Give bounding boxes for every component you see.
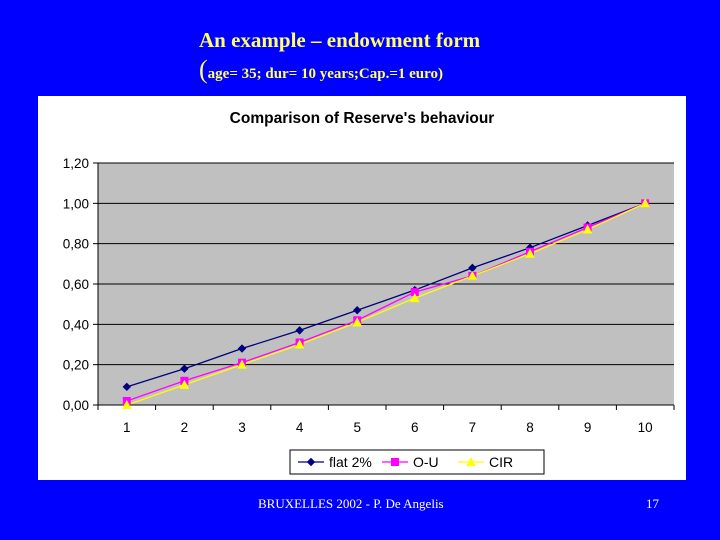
- slide-title-paren: (: [199, 55, 208, 85]
- data-point: [179, 379, 190, 389]
- x-tick-label: 8: [526, 420, 534, 435]
- x-tick-label: 1: [123, 420, 131, 435]
- y-tick-label: 1,00: [63, 196, 89, 211]
- data-point: [122, 382, 132, 392]
- y-tick-label: 0,00: [63, 398, 89, 413]
- footer-text: BRUXELLES 2002 - P. De Angelis: [258, 496, 444, 511]
- data-point: [295, 326, 304, 335]
- axes: 0,00 0,20 0,40 0,60 0,80 1,00 1,20 1 2 3 4 5 6 7 8 9 10: [63, 156, 675, 435]
- x-tick-label: 3: [238, 420, 246, 435]
- y-tick-label: 0,60: [63, 277, 89, 292]
- legend-label: CIR: [489, 454, 513, 470]
- legend-box: [289, 449, 545, 475]
- x-tick-label: 10: [638, 420, 653, 435]
- series-line: [126, 202, 646, 402]
- legend-swatch-marker: [306, 457, 316, 467]
- y-tick-label: 0,80: [63, 237, 89, 252]
- data-point: [180, 364, 189, 373]
- reserve-chart: Comparison of Reserve's behaviour 0,000,…: [63, 110, 675, 475]
- data-point: [467, 270, 478, 280]
- data-point: [352, 317, 363, 327]
- slide-title-params: age= 35; dur= 10 years;Cap.=1 euro): [207, 66, 444, 83]
- legend-label: O-U: [413, 454, 439, 470]
- data-point: [582, 224, 593, 234]
- x-tick-label: 4: [296, 420, 304, 435]
- slide-title-line1: An example – endowment form: [199, 28, 481, 52]
- page-number: 17: [646, 496, 659, 511]
- data-point: [237, 359, 247, 369]
- series-line: [126, 202, 646, 388]
- data-point: [525, 248, 535, 258]
- slide-title-line2: (age= 35; dur= 10 years;Cap.=1 euro): [199, 55, 480, 85]
- x-tick-label: 7: [469, 420, 477, 435]
- data-point: [294, 339, 305, 349]
- data-point: [409, 293, 420, 303]
- x-tick-label: 5: [353, 420, 361, 435]
- series-group: [121, 198, 651, 409]
- x-tick-label: 9: [584, 420, 592, 435]
- legend-swatch-marker: [391, 458, 399, 466]
- series-line: [126, 202, 646, 406]
- chart-container: Comparison of Reserve's behaviour 0,00 0,…: [38, 96, 686, 480]
- legend-label: flat 2%: [329, 454, 372, 470]
- data-point: [121, 399, 132, 409]
- data-point: [237, 344, 247, 353]
- legend-swatch-marker: [466, 456, 476, 466]
- y-tick-label: 1,20: [63, 156, 89, 171]
- y-tick-label: 0,40: [63, 317, 89, 332]
- x-tick-label: 6: [411, 420, 419, 435]
- slide-title: An example – endowment form (age= 35; du…: [199, 28, 480, 85]
- legend: flat 2% O-U CIR: [289, 449, 545, 475]
- data-point: [352, 306, 362, 315]
- chart-title: Comparison of Reserve's behaviour: [230, 110, 495, 127]
- y-tick-label: 0,20: [63, 358, 89, 373]
- x-tick-label: 2: [181, 420, 189, 435]
- data-point: [640, 198, 651, 208]
